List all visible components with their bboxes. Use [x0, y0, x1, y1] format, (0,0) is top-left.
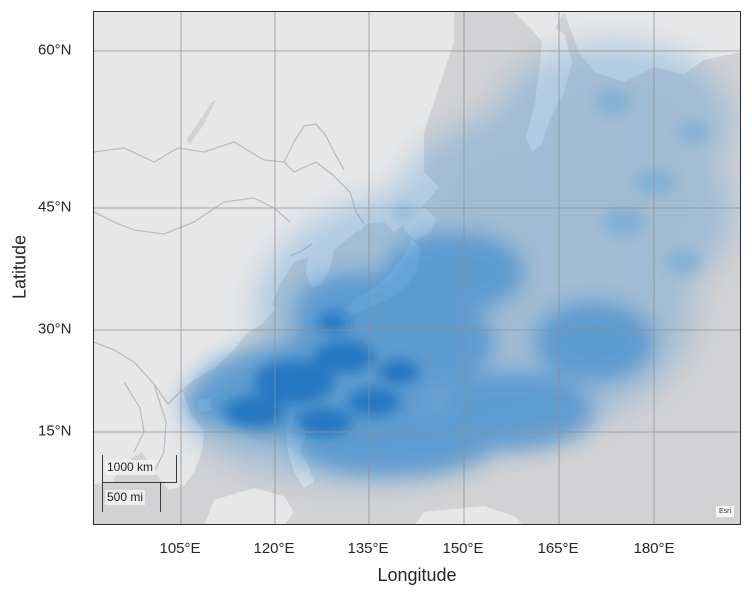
new-guinea	[415, 506, 522, 524]
borneo	[204, 488, 294, 524]
graticule	[94, 12, 740, 524]
country-borders	[94, 123, 365, 473]
scale-bar-km-end	[176, 455, 177, 483]
x-tick-165e: 165°E	[537, 540, 579, 557]
track-density-overlay	[184, 42, 734, 482]
scale-bar-line	[102, 482, 177, 483]
x-tick-105e: 105°E	[159, 540, 201, 557]
scale-bar-km-label: 1000 km	[105, 460, 156, 475]
y-tick-60n: 60°N	[38, 41, 72, 59]
lake-baikal	[186, 100, 216, 144]
x-tick-120e: 120°E	[253, 540, 295, 557]
x-tick-135e: 135°E	[347, 540, 389, 557]
x-tick-150e: 150°E	[442, 540, 484, 557]
y-tick-45n: 45°N	[38, 198, 72, 216]
map-axes[interactable]	[93, 11, 741, 525]
attribution-label: Esri	[716, 506, 735, 517]
x-tick-180e: 180°E	[633, 540, 675, 557]
y-tick-30n: 30°N	[38, 320, 72, 338]
scale-bar-left-tick	[102, 455, 103, 512]
y-axis-title: Latitude	[9, 234, 30, 300]
scale-bar-mi-end	[160, 482, 161, 512]
y-tick-15n: 15°N	[38, 422, 72, 440]
x-axis-title: Longitude	[377, 565, 457, 585]
scale-bar-mi-label: 500 mi	[105, 490, 146, 505]
scale-bar: 1000 km 500 mi	[102, 455, 177, 512]
basemap-svg	[94, 12, 740, 524]
